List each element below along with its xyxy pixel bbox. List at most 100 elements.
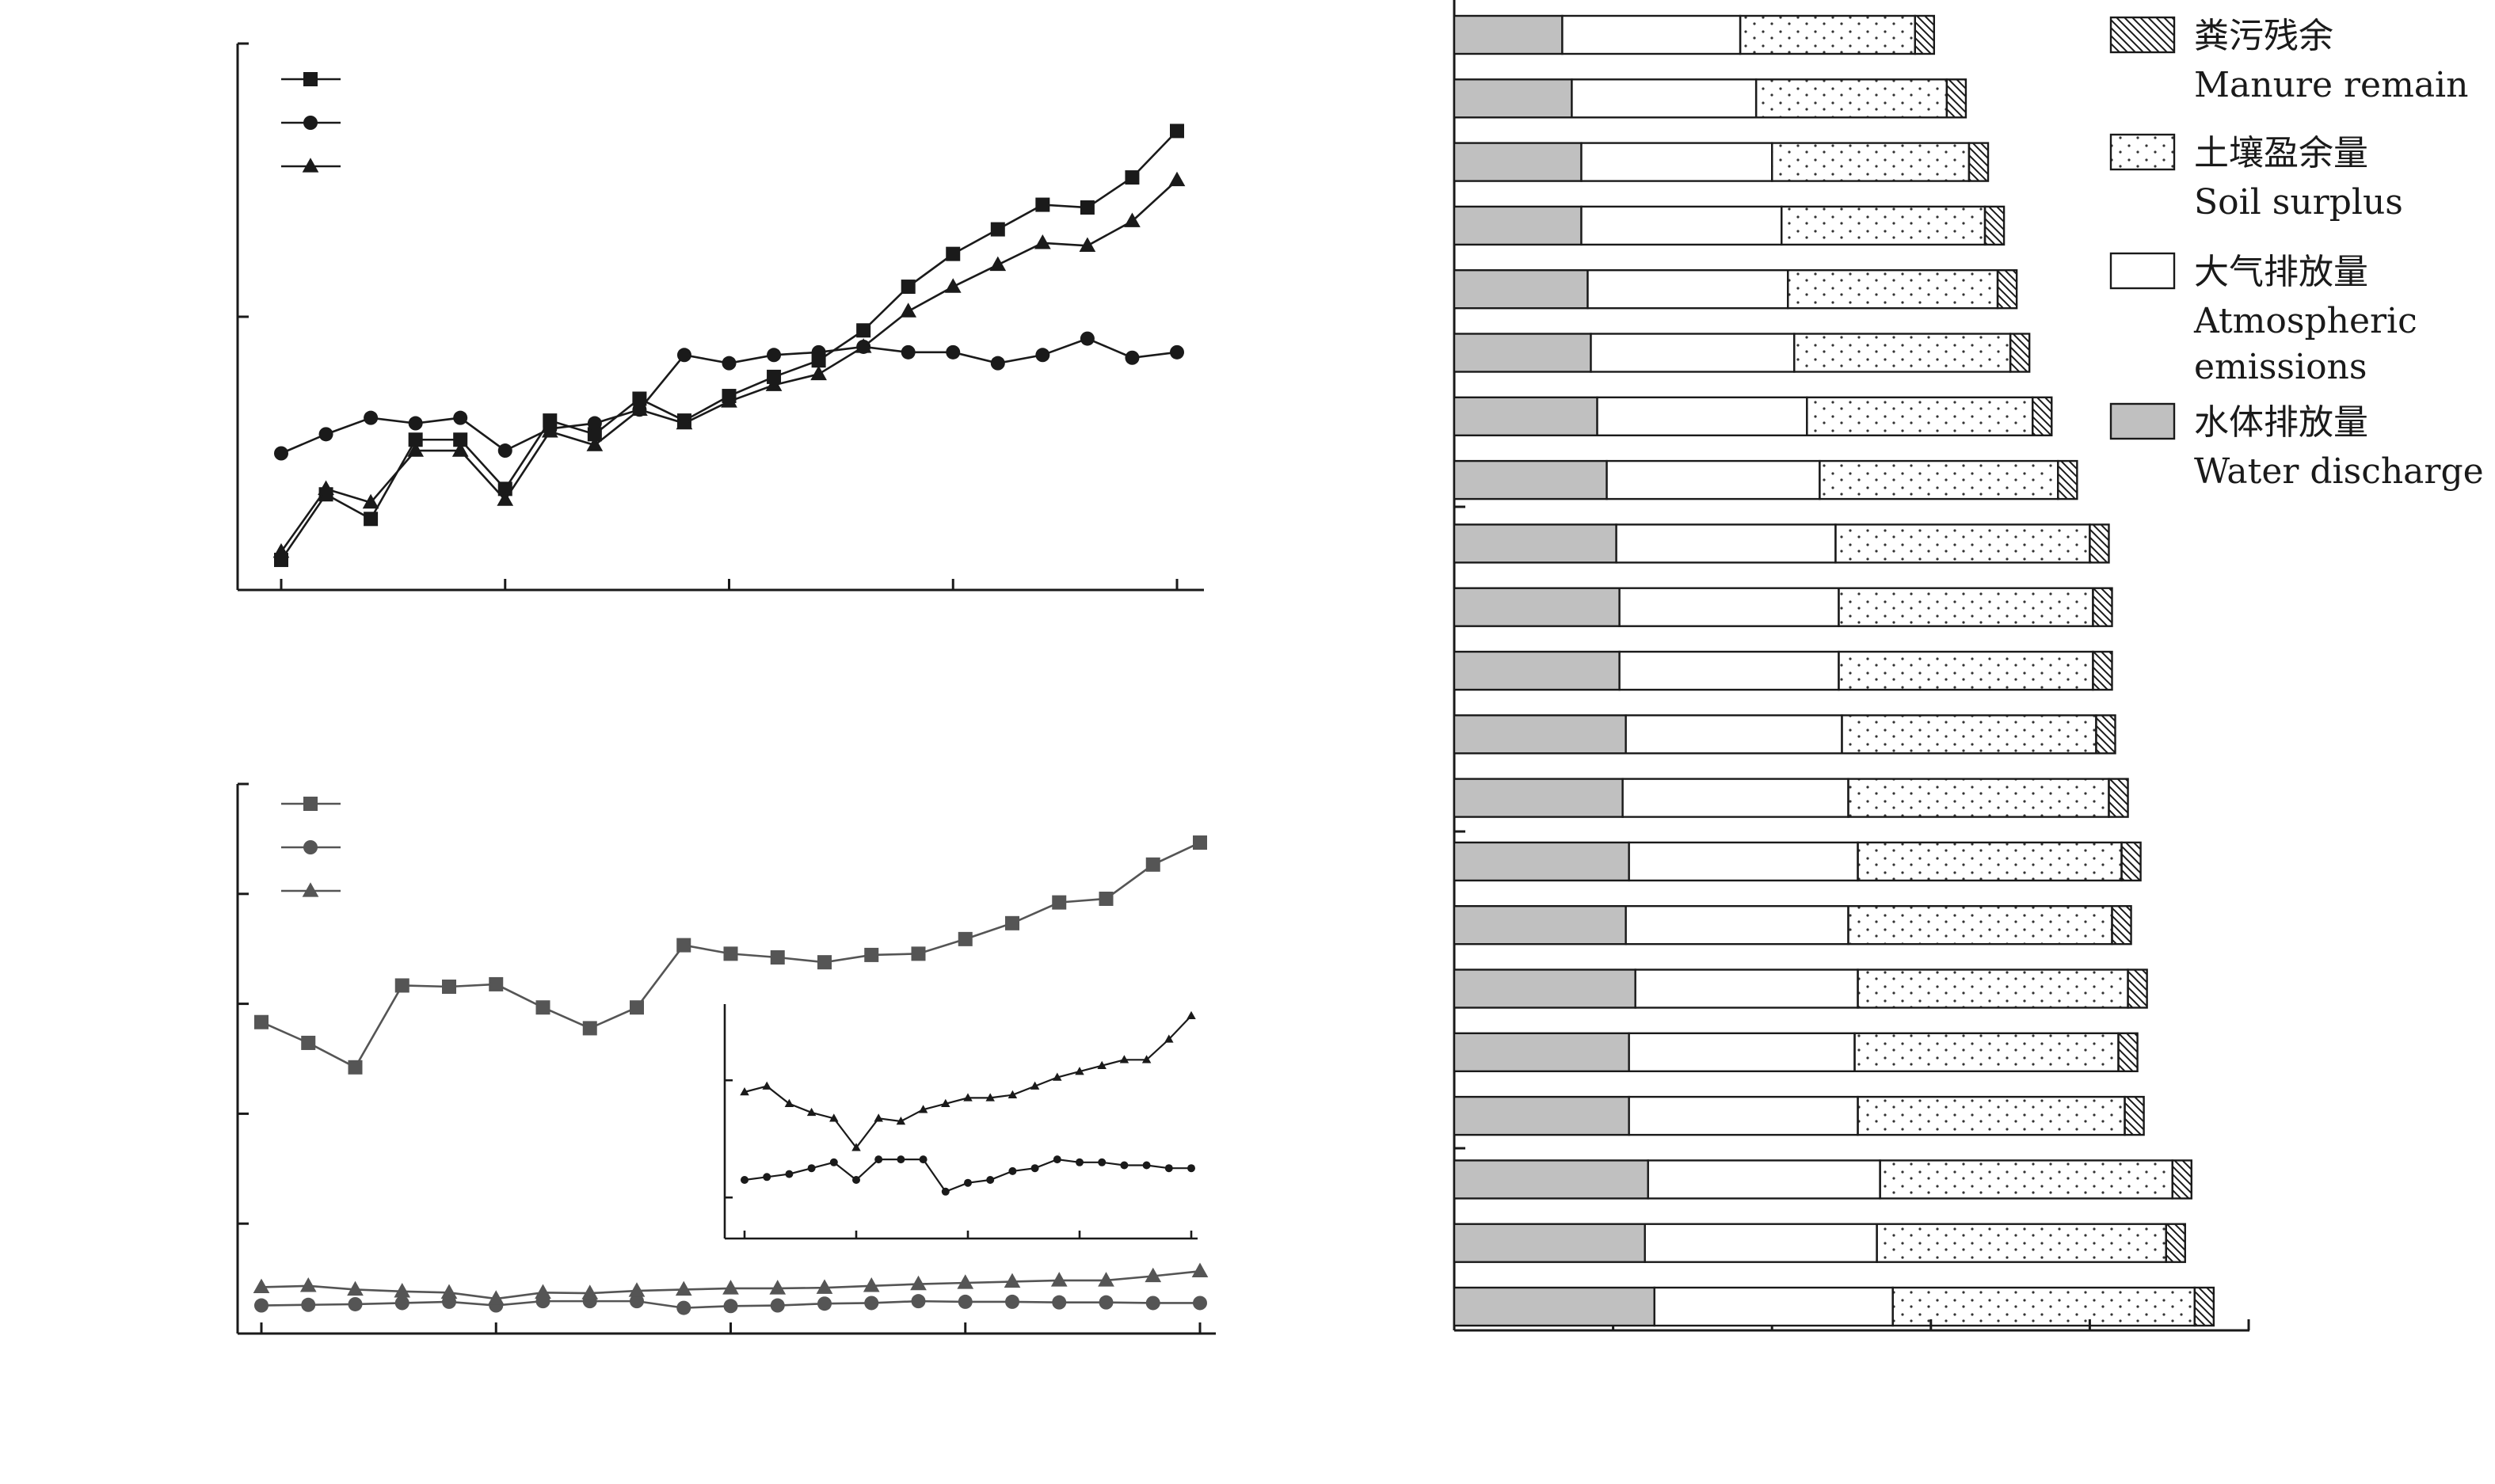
bar-segment bbox=[1634, 968, 1859, 1009]
bar-segment bbox=[1618, 587, 1840, 627]
bar-segment bbox=[1453, 714, 1627, 755]
data-point-a bbox=[722, 356, 737, 371]
data-point-a bbox=[362, 493, 379, 509]
data-point-a bbox=[1170, 124, 1184, 139]
bar-segment bbox=[1841, 714, 2097, 755]
bar-segment bbox=[1453, 269, 1589, 310]
bar-segment bbox=[1739, 14, 1916, 55]
inset-data-point bbox=[1187, 1010, 1196, 1020]
panel-a bbox=[236, 42, 1204, 592]
data-point-b bbox=[958, 1294, 973, 1309]
bar-segment bbox=[2108, 778, 2129, 818]
inset-data-point bbox=[740, 1087, 749, 1096]
data-point-a bbox=[631, 401, 648, 416]
data-point-b bbox=[254, 1298, 269, 1313]
bar-segment bbox=[2089, 523, 2110, 564]
data-point-a bbox=[497, 481, 512, 497]
inset-data-point bbox=[1076, 1158, 1084, 1166]
bar-segment bbox=[1628, 1032, 1856, 1073]
bar-segment bbox=[1653, 1286, 1894, 1327]
data-point-a bbox=[1080, 200, 1095, 215]
bar-segment bbox=[1819, 459, 2059, 500]
data-point-b bbox=[1145, 857, 1160, 872]
data-point-a bbox=[810, 365, 827, 381]
bar-segment bbox=[1453, 1159, 1649, 1200]
data-point-a bbox=[1035, 348, 1050, 363]
inset-data-point bbox=[964, 1178, 972, 1187]
bar-segment bbox=[1876, 1223, 2167, 1263]
data-point-b bbox=[1099, 1295, 1114, 1310]
inset-data-point bbox=[741, 1176, 748, 1184]
bar-segment bbox=[1787, 269, 1999, 310]
bar-segment bbox=[1625, 714, 1843, 755]
inset-data-point bbox=[784, 1098, 794, 1108]
bar-segment bbox=[2171, 1159, 2192, 1200]
legend-swatch-c bbox=[2109, 252, 2176, 290]
data-point-b bbox=[675, 1280, 692, 1296]
legend-label-en-c: Water discharge bbox=[2194, 451, 2484, 492]
data-point-b bbox=[911, 946, 926, 961]
bar-segment bbox=[1453, 841, 1630, 882]
data-point-b bbox=[911, 1294, 926, 1309]
bar-segment bbox=[1615, 523, 1837, 564]
data-point-a bbox=[364, 512, 379, 527]
data-point-a bbox=[453, 432, 468, 447]
data-point-b bbox=[394, 978, 409, 993]
inset-data-point bbox=[1164, 1164, 1173, 1173]
inset-data-point bbox=[806, 1107, 817, 1117]
bar-segment bbox=[1453, 142, 1583, 182]
panel-c: 粪污残余 Manure remain 土壤盈余量 Soil surplus 大气排放量 A… bbox=[1453, 0, 2484, 1332]
bar-segment bbox=[2193, 1286, 2215, 1327]
bar-segment bbox=[1453, 778, 1624, 818]
inset-data-point bbox=[1053, 1155, 1061, 1164]
inset-data-point bbox=[941, 1098, 950, 1108]
data-point-b bbox=[630, 1000, 644, 1015]
data-point-a bbox=[944, 278, 962, 293]
data-point-b bbox=[864, 947, 879, 962]
bar-segment bbox=[1857, 1095, 2126, 1136]
inset-data-point bbox=[1008, 1166, 1017, 1175]
inset-data-point bbox=[874, 1113, 883, 1122]
data-point-a bbox=[946, 344, 961, 360]
bar-segment bbox=[1590, 333, 1796, 373]
inset-data-point bbox=[1098, 1158, 1107, 1166]
data-point-a bbox=[274, 446, 288, 461]
bar-segment bbox=[1596, 396, 1808, 436]
data-point-b bbox=[487, 1290, 505, 1305]
data-point-b bbox=[910, 1275, 927, 1291]
bar-segment bbox=[1453, 968, 1636, 1009]
bar-segment bbox=[1618, 650, 1840, 691]
data-point-b bbox=[770, 949, 785, 965]
legend-swatch-c bbox=[2109, 16, 2176, 54]
data-point-a bbox=[497, 443, 512, 459]
inset-data-point bbox=[807, 1164, 816, 1173]
bar-segment bbox=[1561, 14, 1742, 55]
bar-segment bbox=[1453, 14, 1564, 55]
bar-segment bbox=[1453, 587, 1621, 627]
legend-marker-a bbox=[303, 116, 318, 130]
data-point-b bbox=[1098, 1272, 1114, 1287]
bar-segment bbox=[1834, 523, 2091, 564]
inset-data-point bbox=[1030, 1081, 1040, 1090]
inset-data-point bbox=[1030, 1164, 1039, 1173]
inset-data-point bbox=[1187, 1164, 1195, 1173]
legend-marker-b bbox=[303, 840, 318, 854]
data-point-a bbox=[632, 391, 647, 406]
bar-segment bbox=[1453, 523, 1617, 564]
inset-data-point bbox=[1119, 1055, 1129, 1064]
bar-segment bbox=[1770, 142, 1971, 182]
data-point-b bbox=[817, 1296, 832, 1311]
data-point-a bbox=[364, 410, 379, 425]
bar-segment bbox=[1838, 650, 2094, 691]
data-point-b bbox=[628, 1282, 646, 1297]
bar-segment bbox=[1580, 142, 1773, 182]
inset-series-line bbox=[744, 1015, 1192, 1150]
bar-segment bbox=[1453, 904, 1627, 946]
data-point-a bbox=[586, 436, 604, 451]
data-point-b bbox=[253, 1278, 270, 1294]
bar-segment bbox=[1857, 841, 2123, 882]
inset-data-point bbox=[1097, 1060, 1107, 1069]
bar-segment bbox=[2092, 587, 2113, 627]
series-line-a bbox=[280, 130, 1178, 561]
legend-label-zh-c: 水体排放量 bbox=[2194, 402, 2368, 443]
